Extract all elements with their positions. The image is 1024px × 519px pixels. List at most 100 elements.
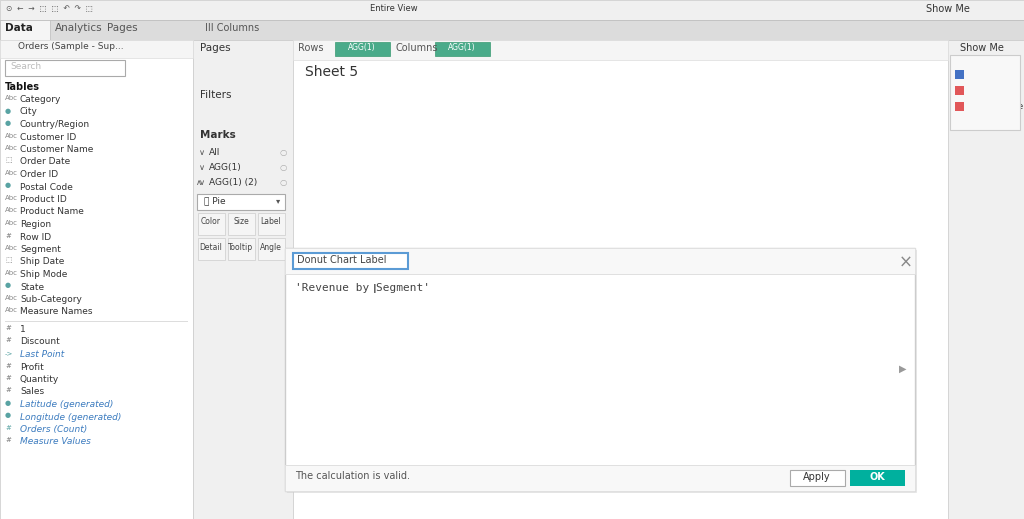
Text: ●: ●	[5, 282, 11, 289]
Text: 1: 1	[20, 325, 26, 334]
Text: #: #	[5, 233, 11, 239]
Text: Columns: Columns	[395, 43, 437, 53]
Text: Sales: Sales	[20, 388, 44, 397]
Text: Color: Color	[201, 217, 221, 226]
Text: ∨: ∨	[199, 178, 205, 187]
Text: Donut Chart Label: Donut Chart Label	[297, 255, 386, 265]
Bar	[955, 102, 964, 111]
Bar	[0, 20, 50, 40]
Text: III Columns: III Columns	[205, 23, 259, 33]
Text: Abc: Abc	[5, 245, 18, 251]
Text: Product ID: Product ID	[20, 195, 67, 204]
Text: Customer Name: Customer Name	[20, 145, 93, 154]
Text: Abc: Abc	[5, 170, 18, 176]
Text: ○: ○	[280, 178, 288, 187]
Bar	[955, 86, 964, 95]
Text: The calculation is valid.: The calculation is valid.	[295, 471, 410, 481]
Text: Consumer: Consumer	[967, 70, 1013, 79]
Text: OK: OK	[869, 472, 885, 482]
Text: Show Me: Show Me	[926, 4, 970, 14]
Text: Quantity: Quantity	[20, 375, 59, 384]
Text: Tooltip: Tooltip	[228, 242, 254, 252]
Bar	[285, 248, 915, 274]
Bar	[955, 70, 964, 79]
Text: I: I	[373, 283, 377, 296]
Text: ●: ●	[5, 400, 11, 406]
Bar	[228, 213, 255, 235]
Text: Product Name: Product Name	[20, 208, 84, 216]
Wedge shape	[460, 282, 554, 363]
Text: ⬚: ⬚	[5, 257, 11, 264]
Text: AGG(1): AGG(1)	[209, 163, 242, 172]
Text: Sheet 5: Sheet 5	[305, 65, 358, 79]
Text: Home Office: Home Office	[967, 102, 1023, 111]
Text: Filters: Filters	[200, 90, 231, 100]
Text: Entire View: Entire View	[370, 4, 418, 13]
Text: Country/Region: Country/Region	[20, 120, 90, 129]
Text: ∧: ∧	[196, 178, 202, 187]
Text: #: #	[5, 375, 11, 381]
Bar	[193, 40, 293, 519]
Bar	[228, 238, 255, 260]
Text: #: #	[5, 337, 11, 344]
Text: Abc: Abc	[5, 95, 18, 101]
Text: Pages: Pages	[200, 43, 230, 53]
Bar	[435, 42, 490, 56]
Wedge shape	[553, 248, 670, 363]
Text: 'Revenue by Segment': 'Revenue by Segment'	[295, 283, 430, 293]
Text: ×: ×	[899, 254, 912, 272]
Text: Ship Mode: Ship Mode	[20, 270, 68, 279]
Text: AGG(1): AGG(1)	[449, 43, 476, 52]
Text: Ship Date: Ship Date	[20, 257, 65, 266]
Text: Order ID: Order ID	[20, 170, 58, 179]
Text: Pages: Pages	[106, 23, 137, 33]
Text: #: #	[5, 388, 11, 393]
Text: ○: ○	[280, 148, 288, 157]
Text: Search: Search	[10, 62, 41, 71]
Bar	[285, 465, 915, 491]
Text: Abc: Abc	[5, 208, 18, 213]
Text: Latitude (generated): Latitude (generated)	[20, 400, 114, 409]
Text: 18.70%: 18.70%	[406, 278, 440, 286]
Text: Order Date: Order Date	[20, 157, 71, 167]
Text: Data: Data	[5, 23, 33, 33]
Text: Abc: Abc	[5, 270, 18, 276]
Bar	[258, 238, 285, 260]
Text: #: #	[5, 362, 11, 368]
Bar	[198, 238, 225, 260]
Text: ⬭ Pie: ⬭ Pie	[204, 196, 225, 205]
Text: Customer ID: Customer ID	[20, 132, 76, 142]
Text: Measure Names: Measure Names	[20, 307, 92, 317]
Text: Corporate: Corporate	[967, 86, 1013, 95]
Text: Analytics: Analytics	[55, 23, 102, 33]
Text: Postal Code: Postal Code	[20, 183, 73, 192]
Bar	[790, 470, 845, 486]
Text: Size: Size	[233, 217, 249, 226]
Text: Label: Label	[261, 217, 282, 226]
Bar	[0, 40, 193, 519]
Text: Abc: Abc	[5, 132, 18, 139]
Bar	[198, 213, 225, 235]
Text: #: #	[5, 325, 11, 331]
Text: ⊙  ←  →  ⬚  ⬚  ↶  ↷  ⬚: ⊙ ← → ⬚ ⬚ ↶ ↷ ⬚	[6, 4, 93, 13]
Text: Abc: Abc	[5, 307, 18, 313]
Text: ->: ->	[5, 350, 13, 356]
Text: Category: Category	[20, 95, 61, 104]
Text: Longitude (generated): Longitude (generated)	[20, 413, 122, 421]
Text: Abc: Abc	[5, 220, 18, 226]
Text: ⬚: ⬚	[5, 157, 11, 163]
Text: Segment: Segment	[955, 58, 1001, 68]
Text: Orders (Sample - Sup...: Orders (Sample - Sup...	[18, 42, 124, 51]
Bar	[0, 0, 1024, 20]
Text: Orders (Count): Orders (Count)	[20, 425, 87, 434]
Text: Row ID: Row ID	[20, 233, 51, 241]
Text: Detail: Detail	[200, 242, 222, 252]
Bar	[285, 274, 915, 275]
Text: Region: Region	[20, 220, 51, 229]
Bar	[293, 40, 948, 60]
Text: Measure Values: Measure Values	[20, 438, 91, 446]
Text: Profit: Profit	[20, 362, 44, 372]
Text: Segment: Segment	[20, 245, 60, 254]
Bar	[0, 40, 193, 58]
Text: Abc: Abc	[5, 195, 18, 201]
